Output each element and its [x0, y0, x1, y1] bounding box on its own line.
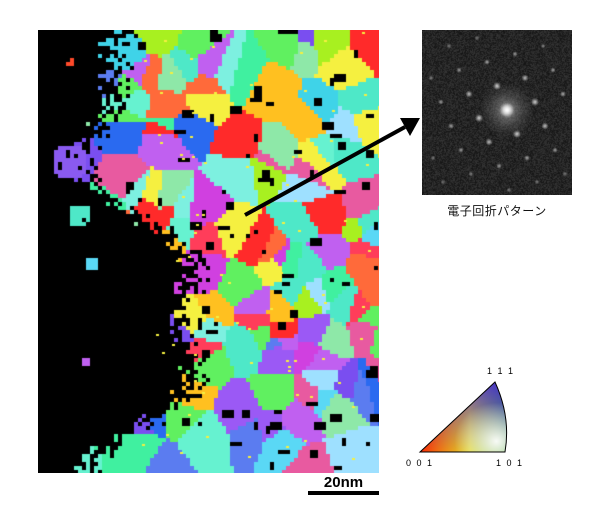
label-111: 1 1 1	[487, 366, 515, 376]
label-001: 0 0 1	[406, 458, 434, 468]
orientation-map	[38, 30, 379, 473]
scale-bar	[308, 491, 379, 495]
label-101: 1 0 1	[496, 458, 524, 468]
color-key-fill	[420, 382, 507, 452]
diffraction-pattern-caption: 電子回折パターン	[447, 204, 547, 218]
scale-bar-label: 20nm	[323, 474, 364, 491]
diffraction-pattern-image	[422, 30, 572, 195]
orientation-color-key: 1 1 1 0 0 1 1 0 1	[406, 366, 524, 468]
